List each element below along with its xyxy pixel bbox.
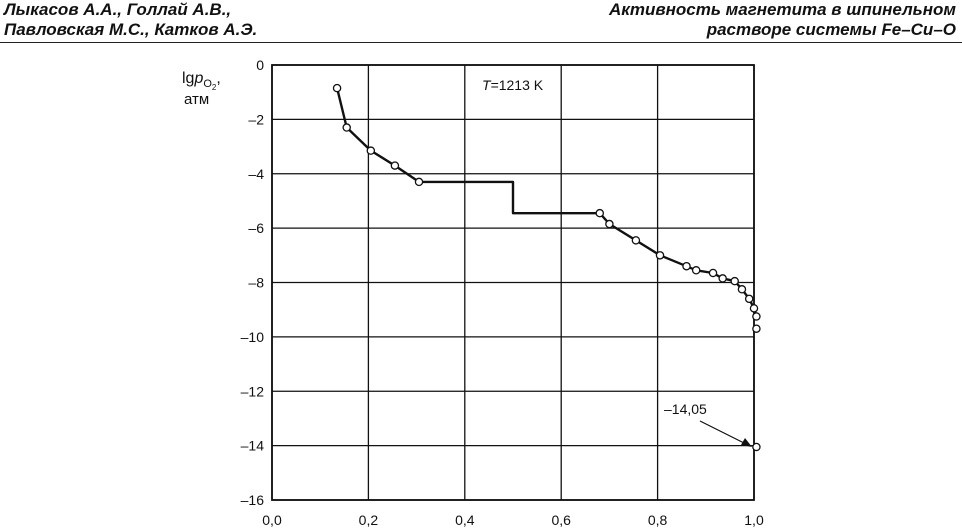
data-point (730, 276, 739, 286)
value-annotation: –14,05 (664, 401, 707, 417)
y-tick-label: –12 (241, 383, 265, 399)
y-tick-label: –10 (241, 329, 265, 345)
y-tick-label: –6 (248, 220, 264, 236)
data-point (744, 294, 754, 304)
data-point (749, 304, 759, 313)
data-point (655, 251, 665, 260)
y-axis-label: lgpO2, (182, 70, 221, 92)
data-point (631, 236, 641, 245)
data-point (366, 146, 376, 155)
x-tick-label: 0,2 (359, 512, 379, 528)
data-points (332, 83, 761, 452)
y-tick-label: –2 (248, 111, 264, 127)
header-title: Активность магнетита в шпинельном раство… (609, 0, 956, 40)
x-tick-label: 0,4 (455, 512, 475, 528)
header-title-line1: Активность магнетита в шпинельном (608, 0, 956, 19)
data-point (682, 261, 691, 271)
data-point (752, 324, 761, 333)
tick-labels: 0,0 0,2 0,4 0,6 0,8 1,0 0 –2 –4 –6 –8 –10 –12 –14 –16 (241, 57, 764, 528)
y-tick-label: –8 (248, 275, 264, 291)
header-title-line2: растворе системы Fe–Cu–O (706, 20, 956, 39)
x-tick-label: 0,6 (551, 512, 571, 528)
annotation-arrow (699, 420, 749, 446)
data-point (752, 312, 761, 321)
y-tick-label: –14 (241, 438, 265, 454)
data-point (342, 123, 351, 132)
y-tick-label: –4 (248, 166, 264, 182)
plot-frame (271, 64, 755, 501)
x-tick-label: 1,0 (744, 512, 764, 528)
data-point (718, 274, 727, 283)
data-point (752, 442, 761, 452)
y-tick-label: –16 (241, 492, 265, 508)
data-point (691, 266, 701, 275)
x-tick-label: 0,8 (648, 512, 668, 528)
data-point (708, 268, 718, 278)
annotation-arrowhead (741, 438, 752, 447)
temperature-annotation: T=1213 K (482, 77, 544, 93)
y-tick-label: 0 (256, 57, 264, 73)
data-point (737, 285, 747, 294)
x-tick-label: 0,0 (262, 512, 282, 528)
data-point (332, 83, 342, 93)
y-axis-unit: атм (184, 91, 209, 108)
header-authors-line2: Павловская М.С., Катков А.Э. (4, 20, 258, 39)
data-point (595, 208, 605, 218)
data-point (414, 177, 424, 187)
header-authors: Лыкасов А.А., Голлай А.В., Павловская М.… (4, 0, 257, 40)
header-divider (0, 42, 962, 43)
data-point (390, 161, 400, 170)
header-authors-line1: Лыкасов А.А., Голлай А.В., (4, 0, 232, 19)
data-point (605, 219, 614, 229)
